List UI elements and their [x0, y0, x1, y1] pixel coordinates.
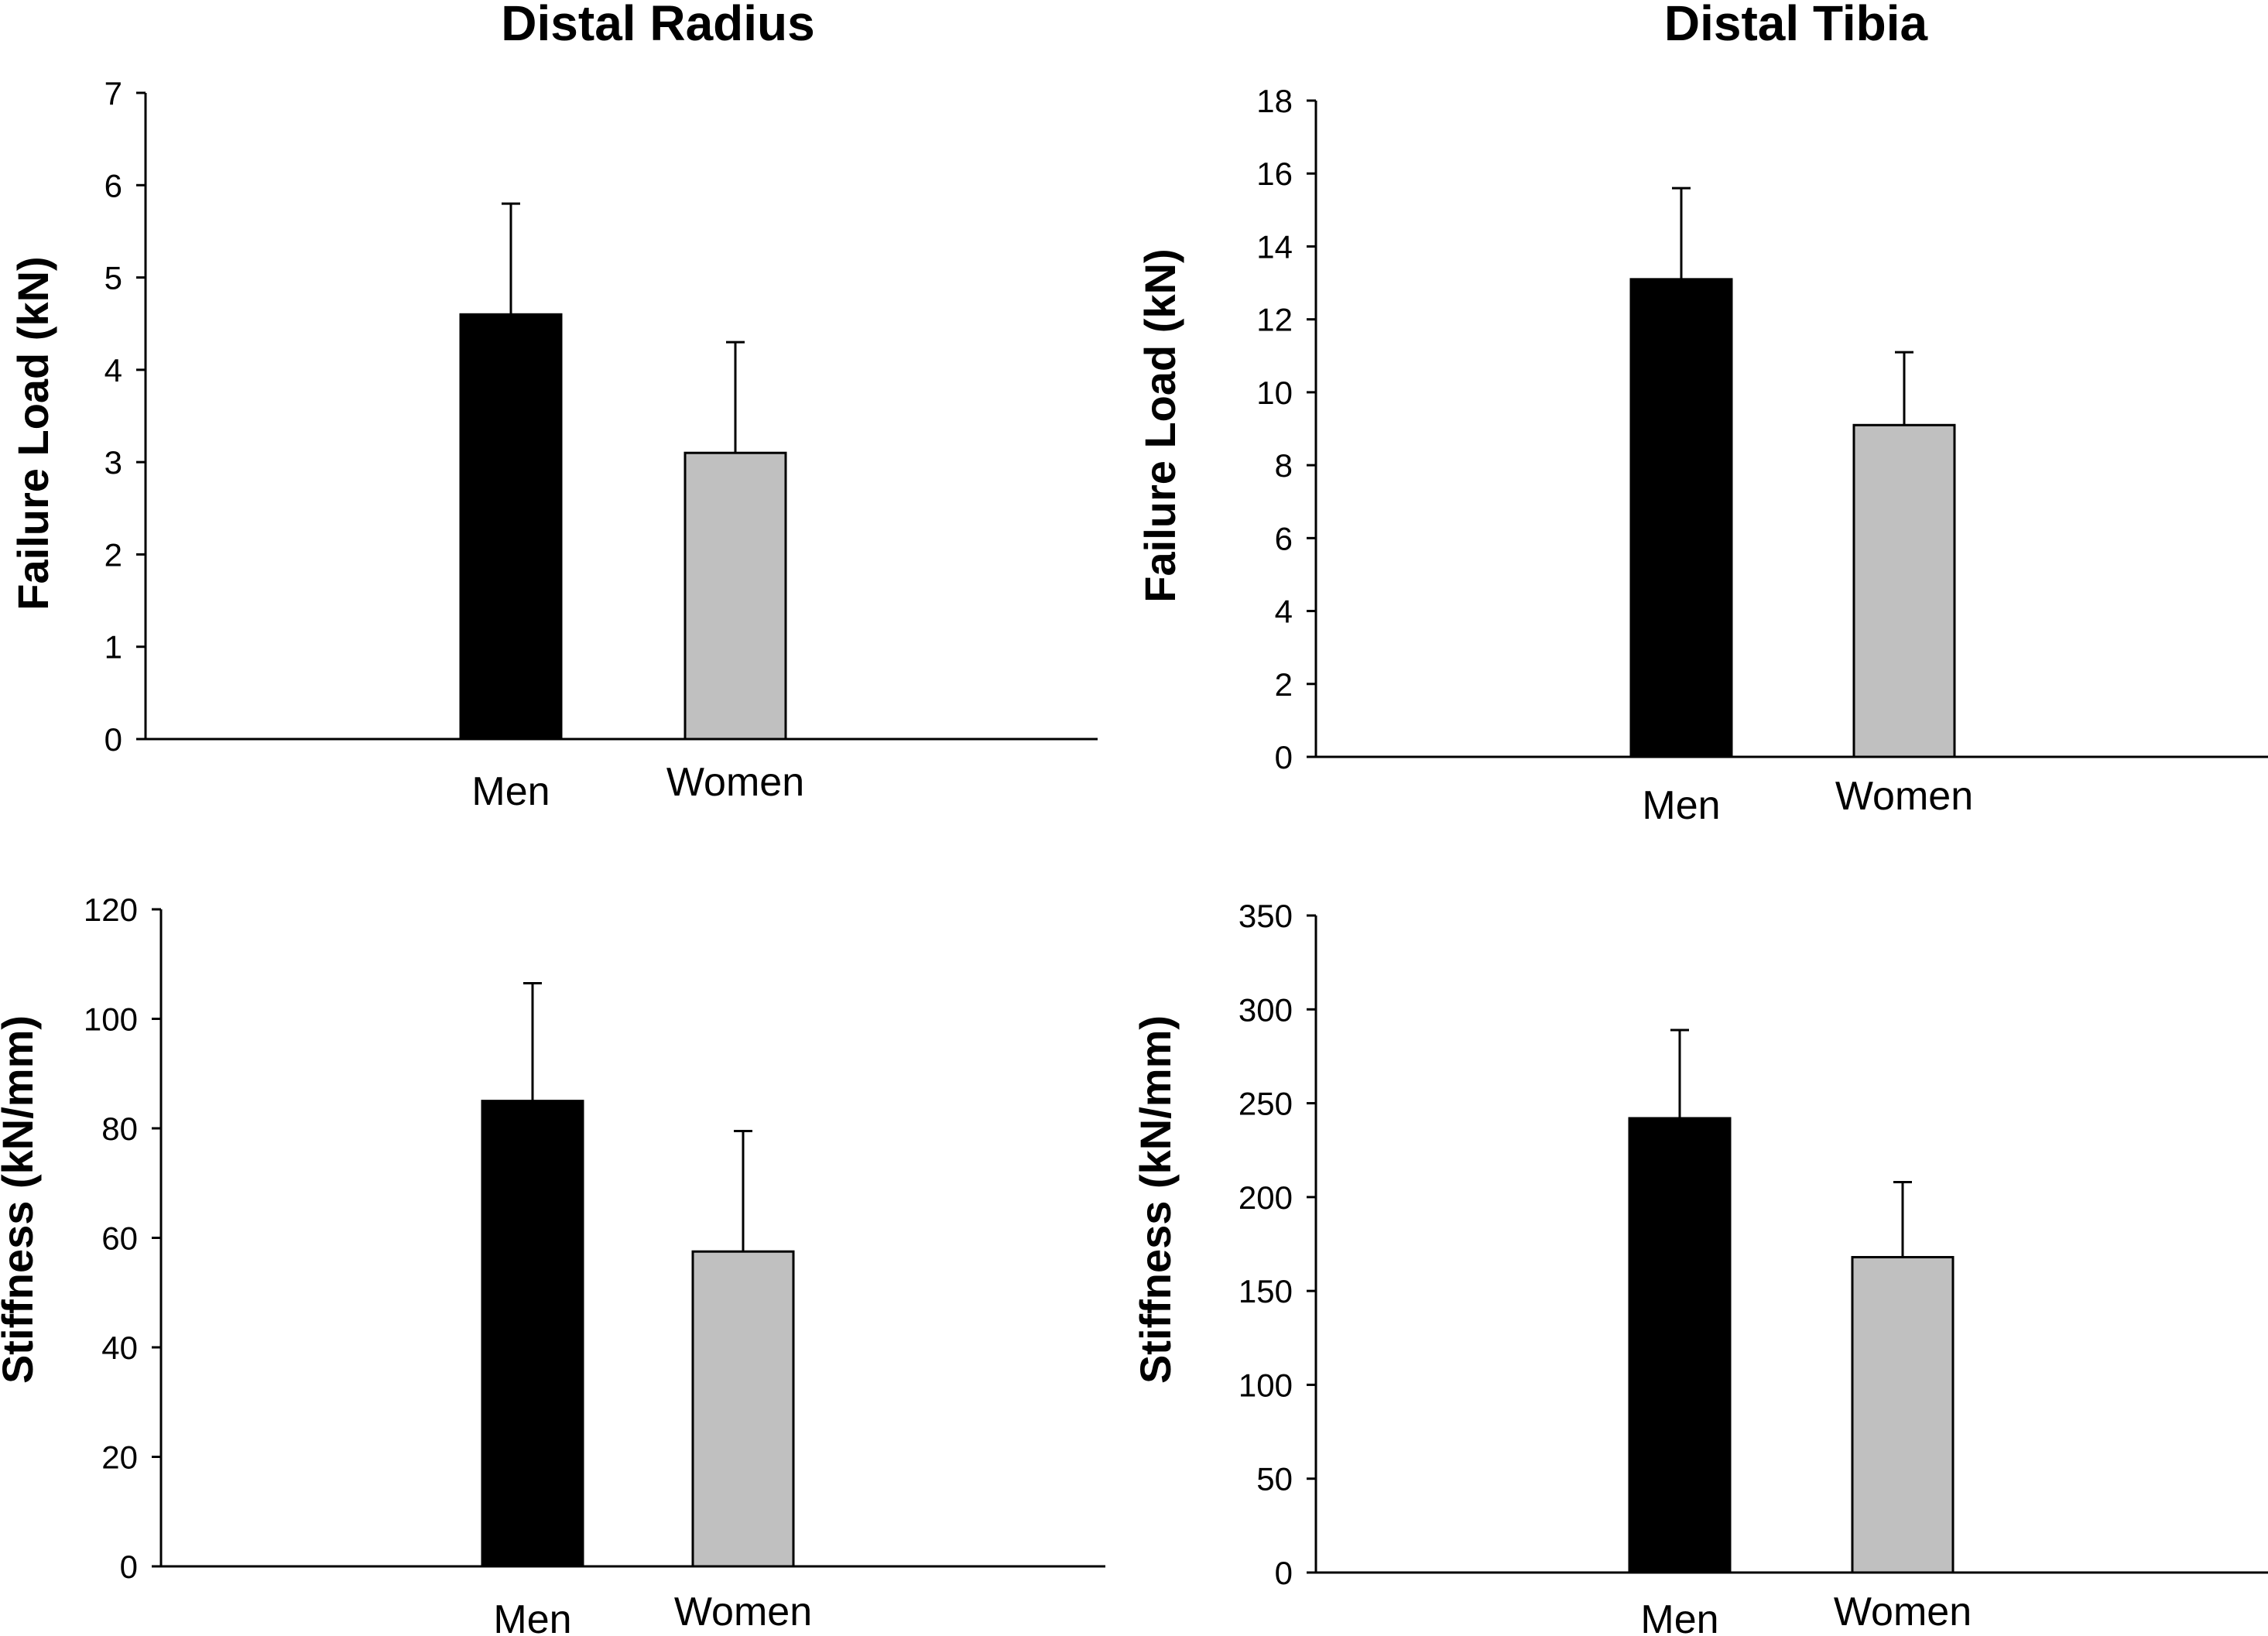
y-tick-label: 2 — [104, 536, 122, 573]
bar-women — [1852, 423, 1956, 758]
y-tick-label: 7 — [104, 75, 122, 111]
bar-men — [1628, 1117, 1732, 1574]
chart-panel-1: 0 1 2 3 4 5 6 7 Failure Load (kN) Men Women — [9, 75, 1098, 814]
y-tick-label: 5 — [104, 260, 122, 296]
chart-panel-2: 0 2 4 6 8 10 12 14 16 18 Failure Load (kN) Men Women — [1136, 83, 2268, 828]
bar-women — [691, 1250, 795, 1568]
y-axis-label: Failure Load (kN) — [1136, 248, 1184, 602]
y-tick-label: 18 — [1256, 83, 1293, 119]
y-tick-label: 150 — [1238, 1273, 1293, 1309]
y-tick-label: 200 — [1238, 1179, 1293, 1216]
chart-panel-4: 0 50 100 150 200 250 300 350 Stiffness (kN/mm) Me… — [1131, 898, 2268, 1636]
y-tick-label: 4 — [104, 352, 122, 388]
y-tick-label: 2 — [1275, 666, 1293, 703]
y-tick-label: 3 — [104, 444, 122, 481]
y-tick-label: 6 — [1275, 520, 1293, 556]
y-tick-label: 0 — [104, 721, 122, 758]
bar-women — [683, 451, 787, 741]
category-label-women: Women — [666, 760, 804, 805]
y-axis-label: Failure Load (kN) — [9, 256, 57, 610]
category-label-men: Men — [471, 769, 550, 814]
y-tick-label: 8 — [1275, 447, 1293, 484]
y-tick-label: 250 — [1238, 1086, 1293, 1122]
y-tick-label: 40 — [101, 1330, 138, 1366]
title-distal-tibia: Distal Tibia — [1664, 0, 1928, 51]
category-label-women: Women — [1835, 774, 1973, 819]
y-tick-label: 0 — [120, 1549, 138, 1585]
y-tick-label: 1 — [104, 629, 122, 666]
category-label-men: Men — [1642, 783, 1720, 828]
y-tick-label: 50 — [1256, 1461, 1293, 1497]
y-tick-label: 20 — [101, 1439, 138, 1476]
y-tick-label: 0 — [1275, 1555, 1293, 1591]
y-tick-label: 0 — [1275, 739, 1293, 775]
y-tick-label: 16 — [1256, 156, 1293, 192]
category-label-women: Women — [1834, 1590, 1972, 1634]
y-tick-label: 14 — [1256, 228, 1293, 265]
y-tick-label: 300 — [1238, 991, 1293, 1028]
bar-women — [1851, 1255, 1955, 1574]
y-tick-label: 120 — [84, 892, 138, 928]
title-distal-radius: Distal Radius — [501, 0, 814, 51]
y-tick-label: 350 — [1238, 898, 1293, 934]
y-tick-label: 100 — [1238, 1367, 1293, 1403]
chart-panel-3: 0 20 40 60 80 100 120 Stiffness (kN/mm) Men Women — [0, 892, 1105, 1636]
y-axis-label: Stiffness (kN/mm) — [0, 1015, 42, 1384]
category-label-men: Men — [493, 1597, 571, 1636]
y-tick-label: 12 — [1256, 302, 1293, 338]
y-tick-label: 4 — [1275, 594, 1293, 630]
category-label-men: Men — [1640, 1597, 1718, 1636]
bar-men — [459, 313, 563, 741]
category-label-women: Women — [674, 1590, 812, 1634]
bar-men — [481, 1100, 584, 1568]
y-tick-label: 60 — [101, 1220, 138, 1257]
y-tick-label: 6 — [104, 167, 122, 204]
y-tick-label: 80 — [101, 1111, 138, 1147]
y-tick-label: 10 — [1256, 375, 1293, 411]
bar-men — [1629, 278, 1733, 758]
y-tick-label: 100 — [84, 1001, 138, 1038]
y-axis-label: Stiffness (kN/mm) — [1131, 1015, 1180, 1384]
